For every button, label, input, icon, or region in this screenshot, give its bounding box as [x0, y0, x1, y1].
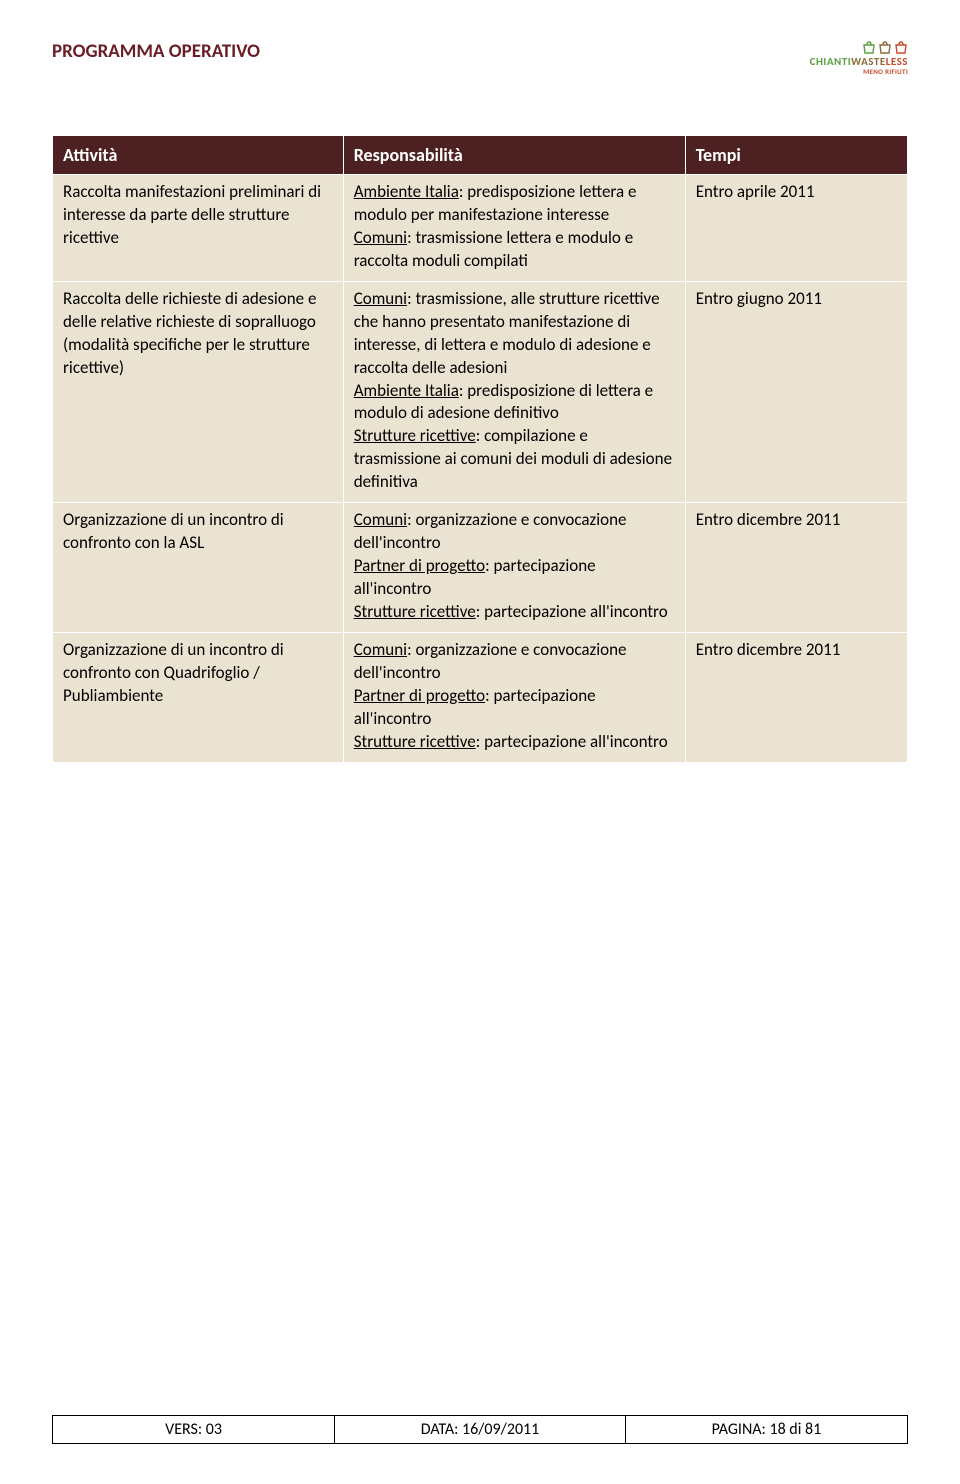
cell-responsabilita: Ambiente Italia: predisposizione lettera…: [343, 175, 685, 282]
table-row: Raccolta delle richieste di adesione e d…: [53, 281, 908, 502]
resp-actor: Strutture ricettive: [354, 731, 476, 752]
cell-responsabilita: Comuni: organizzazione e convocazione de…: [343, 503, 685, 633]
logo-text: CHIANTIWASTELESS: [810, 56, 908, 67]
cell-attivita: Raccolta delle richieste di adesione e d…: [53, 281, 344, 502]
resp-actor: Ambiente Italia: [354, 380, 459, 401]
brand-logo: CHIANTIWASTELESS MENO RIFIUTI: [810, 40, 908, 75]
resp-actor: Comuni: [354, 509, 407, 530]
logo-baskets-row: [810, 40, 908, 54]
resp-actor: Comuni: [354, 227, 407, 248]
col-header-tempi: Tempi: [685, 136, 907, 175]
basket-icon: [878, 40, 892, 54]
footer-pagina: PAGINA: 18 di 81: [625, 1416, 907, 1444]
cell-attivita: Raccolta manifestazioni preliminari di i…: [53, 175, 344, 282]
cell-attivita: Organizzazione di un incontro di confron…: [53, 503, 344, 633]
footer-pagina-value: 18 di 81: [769, 1420, 821, 1439]
col-header-attivita: Attività: [53, 136, 344, 175]
footer-row: VERS: 03 DATA: 16/09/2011 PAGINA: 18 di …: [53, 1416, 908, 1444]
footer-vers: VERS: 03: [53, 1416, 335, 1444]
resp-actor: Ambiente Italia: [354, 181, 459, 202]
resp-actor: Partner di progetto: [354, 555, 485, 576]
document-title: PROGRAMMA OPERATIVO: [52, 40, 260, 63]
resp-actor: Partner di progetto: [354, 685, 485, 706]
resp-actor: Comuni: [354, 288, 407, 309]
table-row: Organizzazione di un incontro di confron…: [53, 503, 908, 633]
table-body: Raccolta manifestazioni preliminari di i…: [53, 175, 908, 763]
resp-actor: Strutture ricettive: [354, 601, 476, 622]
resp-actor: Comuni: [354, 639, 407, 660]
cell-responsabilita: Comuni: organizzazione e convocazione de…: [343, 632, 685, 762]
footer-table: VERS: 03 DATA: 16/09/2011 PAGINA: 18 di …: [52, 1415, 908, 1444]
footer-vers-value: 03: [206, 1420, 222, 1439]
footer-data: DATA: 16/09/2011: [335, 1416, 626, 1444]
resp-actor: Strutture ricettive: [354, 425, 476, 446]
table-row: Organizzazione di un incontro di confron…: [53, 632, 908, 762]
footer-data-label: DATA:: [421, 1420, 459, 1439]
cell-responsabilita: Comuni: trasmissione, alle strutture ric…: [343, 281, 685, 502]
footer-pagina-label: PAGINA:: [712, 1420, 766, 1439]
page: PROGRAMMA OPERATIVO CHIANTIWASTELESS MEN…: [0, 0, 960, 1484]
cell-tempi: Entro aprile 2011: [685, 175, 907, 282]
resp-text: : partecipazione all'incontro: [476, 601, 668, 622]
table-header-row: Attività Responsabilità Tempi: [53, 136, 908, 175]
table-row: Raccolta manifestazioni preliminari di i…: [53, 175, 908, 282]
logo-part-1: CHIANTI: [810, 55, 851, 68]
basket-icon: [894, 40, 908, 54]
col-header-responsabilita: Responsabilità: [343, 136, 685, 175]
cell-tempi: Entro dicembre 2011: [685, 632, 907, 762]
basket-icon: [862, 40, 876, 54]
cell-attivita: Organizzazione di un incontro di confron…: [53, 632, 344, 762]
cell-tempi: Entro dicembre 2011: [685, 503, 907, 633]
activities-table: Attività Responsabilità Tempi Raccolta m…: [52, 135, 908, 763]
logo-subtitle: MENO RIFIUTI: [810, 68, 908, 75]
resp-text: : partecipazione all'incontro: [476, 731, 668, 752]
footer-data-value: 16/09/2011: [462, 1420, 539, 1439]
footer-vers-label: VERS:: [165, 1420, 202, 1439]
page-header: PROGRAMMA OPERATIVO CHIANTIWASTELESS MEN…: [52, 40, 908, 75]
cell-tempi: Entro giugno 2011: [685, 281, 907, 502]
